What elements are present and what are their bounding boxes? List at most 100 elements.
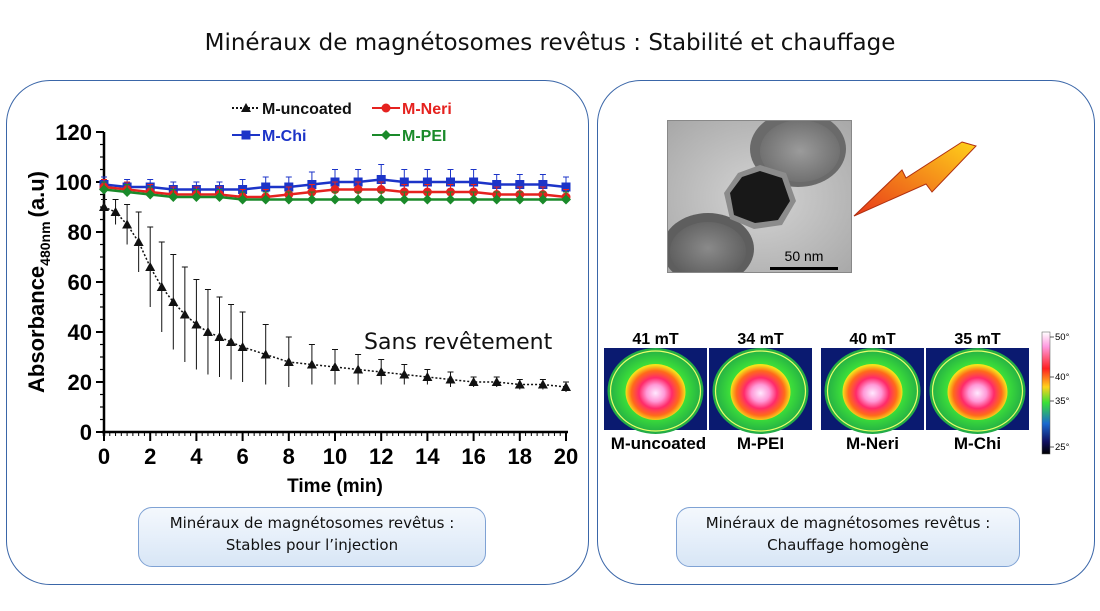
thermal-image-m-pei: 34 mT M-PEI	[709, 331, 812, 453]
x-tick-label: 2	[144, 444, 156, 469]
data-point	[122, 187, 133, 197]
data-point	[381, 103, 391, 113]
thermal-field-label: 40 mT	[849, 331, 895, 348]
legend-item-m-neri: M-Neri	[372, 101, 452, 118]
y-tick-label: 60	[68, 270, 92, 295]
data-point	[168, 192, 179, 202]
thermal-dish-rim	[931, 350, 1024, 432]
data-point	[514, 194, 525, 205]
x-tick-label: 6	[236, 444, 248, 469]
data-point	[399, 194, 410, 205]
data-point	[283, 357, 294, 366]
data-point	[492, 180, 502, 189]
data-point	[99, 184, 109, 195]
heat-bolt-icon	[853, 141, 977, 217]
data-point	[376, 367, 387, 376]
legend: M-uncoated M-Neri M-Chi M-PEI	[232, 101, 452, 145]
data-point	[537, 194, 548, 205]
data-point	[561, 182, 571, 192]
data-point	[515, 180, 525, 189]
data-point	[306, 194, 317, 205]
x-tick-label: 16	[461, 444, 485, 469]
x-tick-label: 20	[554, 444, 578, 469]
data-point	[446, 177, 455, 187]
y-axis-label-sub: 480nm	[37, 221, 53, 265]
data-point	[99, 202, 109, 211]
data-point	[191, 192, 202, 202]
data-point	[399, 177, 409, 187]
data-point	[214, 192, 225, 202]
right-caption-line2: Chauffage homogène	[767, 536, 929, 554]
thermal-hotspot	[842, 364, 903, 420]
tem-micrograph: 50 nm	[667, 120, 852, 273]
data-point	[241, 130, 251, 140]
data-point	[376, 194, 387, 205]
thermal-sample-label: M-Chi	[954, 434, 1001, 453]
stability-chart: 0 20 40 60 80 100 120 0 2 4 6 8 10 12 14 16 18 20 Time (mi…	[24, 101, 578, 497]
data-point	[330, 362, 340, 371]
page-title: Minéraux de magnétosomes revêtus : Stabi…	[204, 30, 896, 56]
thermal-dish-rim	[826, 350, 919, 432]
legend-label: M-Chi	[262, 128, 306, 145]
y-tick-label: 20	[68, 370, 92, 395]
thermal-sample-label: M-uncoated	[611, 434, 706, 453]
data-point	[399, 369, 410, 379]
left-caption-line2: Stables pour l’injection	[225, 536, 399, 554]
data-point	[156, 282, 167, 291]
left-caption: Minéraux de magnétosomes revêtus : Stabl…	[138, 507, 486, 567]
thermal-field-label: 41 mT	[632, 331, 678, 348]
thermal-hotspot	[947, 364, 1008, 420]
data-point	[145, 189, 156, 200]
thermal-sample-label: M-PEI	[737, 434, 784, 453]
data-point	[241, 103, 251, 112]
x-tick-label: 4	[190, 444, 203, 469]
x-tick-label: 10	[323, 444, 347, 469]
series-m-uncoated	[99, 199, 571, 392]
left-caption-line1: Minéraux de magnétosomes revêtus :	[169, 514, 455, 532]
data-point	[283, 194, 294, 205]
x-tick-label: 14	[415, 444, 440, 469]
x-tick-label: 12	[369, 444, 393, 469]
legend-item-m-chi: M-Chi	[232, 128, 306, 145]
legend-item-m-pei: M-PEI	[372, 128, 446, 145]
thermal-hotspot	[625, 364, 686, 420]
data-point	[538, 180, 548, 189]
data-point	[353, 194, 364, 205]
data-point	[261, 182, 271, 192]
colorbar-label: 50°C	[1055, 332, 1070, 343]
y-axis-label-unit: (a.u)	[24, 171, 49, 217]
data-point	[226, 337, 237, 346]
right-caption: Minéraux de magnétosomes revêtus : Chauf…	[676, 507, 1020, 567]
data-point	[491, 377, 502, 386]
data-point	[214, 332, 225, 341]
y-tick-label: 120	[55, 120, 92, 145]
data-point	[353, 364, 364, 374]
uncoated-annotation: Sans revêtement	[364, 330, 553, 355]
x-tick-label: 18	[508, 444, 532, 469]
data-point	[179, 309, 190, 319]
thermal-field-label: 34 mT	[737, 331, 783, 348]
data-point	[145, 262, 156, 271]
legend-label: M-uncoated	[262, 101, 352, 118]
thermal-sample-label: M-Neri	[846, 434, 899, 453]
series-m-pei	[99, 181, 571, 205]
data-point	[306, 359, 317, 369]
thermal-hotspot	[730, 364, 791, 420]
thermal-image-m-chi: 35 mT M-Chi	[926, 331, 1029, 453]
data-point	[514, 379, 525, 389]
data-point	[445, 194, 456, 205]
data-point	[122, 219, 133, 229]
thermal-dish-rim	[714, 350, 807, 432]
legend-label: M-Neri	[402, 101, 452, 118]
x-tick-label: 0	[98, 444, 110, 469]
data-point	[376, 175, 386, 184]
colorbar-label: 25°C	[1055, 442, 1070, 453]
data-point	[468, 194, 479, 205]
data-point	[445, 374, 456, 384]
data-point	[537, 379, 548, 389]
data-point	[110, 207, 121, 216]
y-tick-label: 0	[80, 420, 92, 445]
data-point	[561, 194, 571, 205]
data-point	[468, 377, 479, 386]
y-tick-label: 100	[55, 170, 92, 195]
